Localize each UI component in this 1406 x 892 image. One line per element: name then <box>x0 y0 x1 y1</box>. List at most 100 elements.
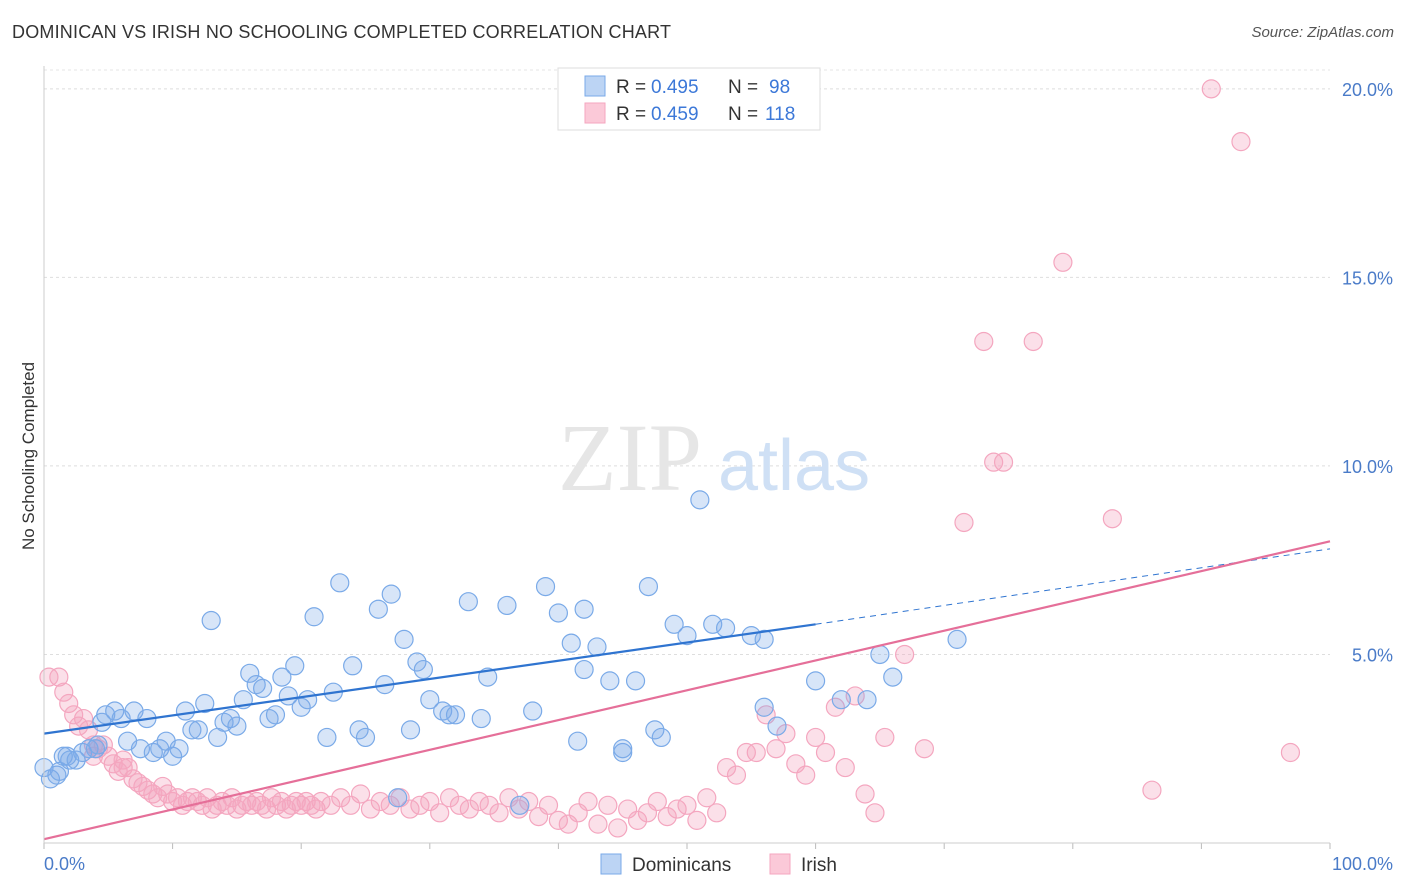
irish-point <box>59 693 79 714</box>
dominican-point <box>253 678 273 699</box>
dominican-point <box>645 720 665 740</box>
dominican-point <box>394 629 414 649</box>
irish-point <box>1280 742 1301 763</box>
irish-point <box>687 810 707 830</box>
dominican-point <box>805 671 826 691</box>
irish-point <box>459 799 479 819</box>
dominican-point <box>105 701 125 721</box>
irish-point <box>707 803 727 823</box>
irish-point <box>1142 780 1162 800</box>
y-axis-label: No Schooling Completed <box>19 362 38 550</box>
irish-point <box>914 739 935 759</box>
y-tick-label: 5.0% <box>1352 645 1393 665</box>
chart-title: DOMINICAN VS IRISH NO SCHOOLING COMPLETE… <box>12 22 672 42</box>
irish-point <box>608 818 628 838</box>
irish-point <box>835 757 855 778</box>
dominican-point <box>651 727 671 748</box>
irish-point <box>588 814 608 834</box>
irish-point <box>855 784 875 804</box>
dominican-point <box>600 671 620 691</box>
dominican-point <box>175 701 196 721</box>
dominican-point <box>664 614 684 634</box>
dominican-point <box>304 607 324 627</box>
y-tick-label: 15.0% <box>1342 268 1393 288</box>
legend-r-value-1: 0.495 <box>651 77 699 98</box>
irish-point <box>148 788 168 808</box>
bottom-legend-irish: Irish <box>801 855 837 876</box>
dominican-point <box>767 716 787 736</box>
dominican-point <box>381 584 401 604</box>
dominican-point <box>703 614 723 634</box>
irish-point <box>54 682 74 702</box>
bottom-legend-swatch-dominicans <box>600 853 622 875</box>
x-tick-label-1: 100.0% <box>1332 854 1393 874</box>
dominican-point <box>883 667 903 687</box>
irish-point <box>697 788 717 808</box>
irish-point <box>400 799 420 819</box>
irish-trend-line <box>43 540 1331 841</box>
dominican-point <box>355 727 376 748</box>
dominican-point <box>413 659 433 680</box>
dominican-point <box>458 592 478 612</box>
watermark-zip: ZIP <box>558 404 702 511</box>
legend-swatch-irish <box>584 102 606 124</box>
source-label: Source: ZipAtlas.com <box>1251 24 1394 41</box>
dominican-point <box>574 599 594 619</box>
irish-point <box>380 795 400 815</box>
watermark: ZIP atlas <box>558 404 870 511</box>
dominican-point <box>523 701 543 721</box>
irish-point <box>974 331 994 352</box>
dominican-point <box>548 603 569 623</box>
irish-point <box>984 452 1004 472</box>
dominican-points <box>34 490 967 815</box>
irish-point <box>1231 132 1251 152</box>
dominican-point <box>388 788 408 808</box>
dominican-point <box>574 659 594 680</box>
y-tick-label: 10.0% <box>1342 457 1393 477</box>
irish-points <box>39 79 1301 838</box>
irish-point <box>865 803 885 823</box>
y-tick-label: 20.0% <box>1342 80 1393 100</box>
irish-point <box>479 795 499 815</box>
dominican-point <box>690 490 710 510</box>
dominican-point <box>400 720 421 740</box>
dominican-point <box>227 716 247 736</box>
dominican-point <box>298 690 318 710</box>
irish-point <box>677 795 697 815</box>
trend-lines <box>43 540 1331 841</box>
irish-point <box>895 644 915 665</box>
bottom-legend-swatch-irish <box>769 853 791 875</box>
dominican-point <box>349 720 369 740</box>
dominican-point <box>188 720 208 740</box>
irish-point <box>954 512 974 533</box>
dominican-point <box>88 735 108 755</box>
dominicans-trend-line <box>43 623 816 735</box>
irish-point <box>449 795 470 815</box>
bottom-legend: Dominicans Irish <box>600 853 837 876</box>
irish-point <box>64 705 84 725</box>
dominican-point <box>66 750 86 770</box>
dominican-point <box>947 629 967 649</box>
dominican-point <box>182 720 202 740</box>
irish-point <box>1102 509 1122 529</box>
irish-point <box>657 807 677 827</box>
dominican-point <box>754 629 774 649</box>
dominican-point <box>317 727 337 748</box>
irish-point <box>716 757 737 778</box>
dominican-point <box>201 610 221 631</box>
dominican-point <box>715 618 736 638</box>
irish-point <box>49 667 69 687</box>
dominican-point <box>272 667 292 687</box>
irish-point <box>321 795 341 815</box>
legend-n-label-2: N = <box>728 104 758 125</box>
legend-n-label-1: N = <box>728 77 758 98</box>
irish-point <box>410 795 430 815</box>
dominican-point <box>163 746 183 766</box>
dominican-point <box>195 693 215 714</box>
irish-point <box>469 791 489 812</box>
dominican-point <box>754 697 774 717</box>
dominican-point <box>638 576 659 597</box>
x-tick-label-0: 0.0% <box>44 854 85 874</box>
legend-r-value-2: 0.459 <box>651 104 699 125</box>
